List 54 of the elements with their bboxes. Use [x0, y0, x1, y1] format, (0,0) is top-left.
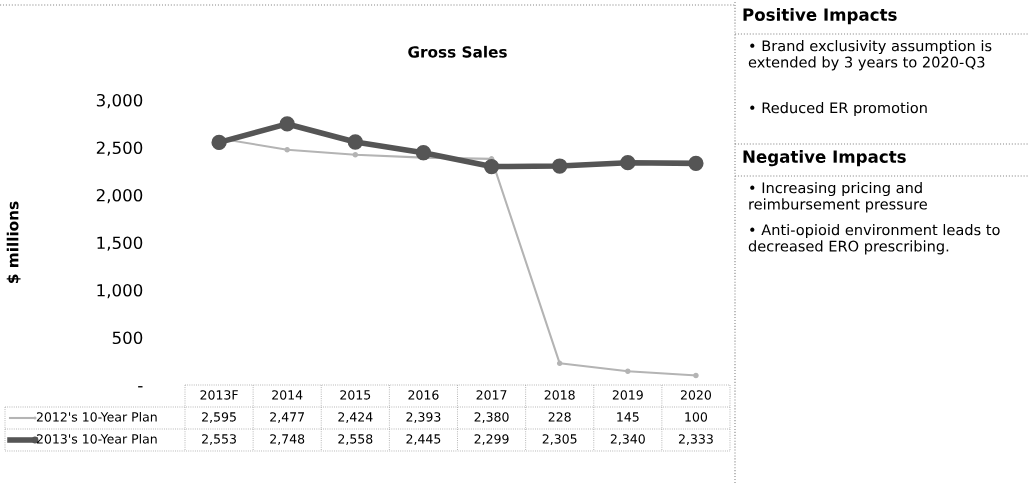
- data-label: 2,305: [542, 434, 577, 445]
- data-label: 2,424: [338, 412, 373, 423]
- y-tick-label: 1,500: [97, 236, 143, 251]
- text: • Reduced ER promotion: [750, 102, 927, 117]
- y-tick-label: 3,000: [96, 93, 143, 109]
- point: [693, 372, 699, 379]
- data-label: 2,748: [270, 434, 305, 445]
- point: [625, 368, 631, 375]
- text: Positive Impacts: [743, 8, 897, 25]
- data-label: 2,333: [678, 434, 713, 445]
- data-label: 2,380: [474, 412, 509, 423]
- point: [415, 145, 432, 161]
- data-label: 2,553: [202, 434, 236, 445]
- y-tick-label: 2,500: [96, 141, 143, 156]
- x-tick-label: 2019: [612, 390, 643, 400]
- data-label: 2,340: [610, 434, 645, 445]
- point: [352, 151, 359, 158]
- data-label: 2,477: [270, 412, 305, 423]
- data-label: 2,558: [338, 434, 373, 445]
- x-tick-label: 2015: [340, 390, 371, 400]
- text: • Increasing pricing and reimbursement pressure: [749, 182, 927, 213]
- legend-label: 2012's 10-Year Plan: [36, 411, 157, 422]
- text: • Anti-opioid environment leads to decreased ERO prescribing.: [748, 224, 1000, 255]
- text: • Brand exclusivity assumption is extended by 3 years to 2020-Q3: [748, 40, 992, 71]
- y-tick-label: 500: [112, 331, 143, 345]
- y-tick-label: -: [138, 386, 143, 388]
- data-label: 2,393: [406, 412, 441, 423]
- x-tick-label: 2018: [544, 390, 575, 400]
- text: Negative Impacts: [743, 150, 906, 167]
- chart-title: Gross Sales: [408, 45, 507, 58]
- data-label: 2,445: [406, 434, 441, 445]
- point: [688, 155, 704, 172]
- point: [620, 155, 636, 171]
- point: [556, 360, 563, 367]
- x-tick-label: 2014: [272, 390, 303, 400]
- x-tick-label: 2016: [408, 390, 439, 400]
- x-tick-label: 2020: [680, 390, 712, 400]
- data-label: 145: [617, 412, 639, 422]
- x-tick-label: 2013F: [200, 390, 238, 400]
- data-label: 100: [685, 412, 708, 422]
- data-label: 228: [548, 412, 571, 422]
- data-label: 2,299: [474, 434, 509, 445]
- point: [211, 134, 227, 151]
- x-tick-label: 2017: [476, 390, 507, 400]
- point: [347, 134, 363, 150]
- legend-label: 2013's 10-Year Plan: [36, 433, 157, 444]
- point: [284, 146, 290, 153]
- point: [552, 158, 568, 174]
- y-axis-title: $ millions: [6, 201, 21, 283]
- point: [483, 158, 500, 175]
- point: [279, 116, 295, 132]
- y-tick-label: 1,000: [97, 283, 143, 299]
- data-label: 2,595: [202, 412, 236, 423]
- y-tick-label: 2,000: [96, 188, 143, 204]
